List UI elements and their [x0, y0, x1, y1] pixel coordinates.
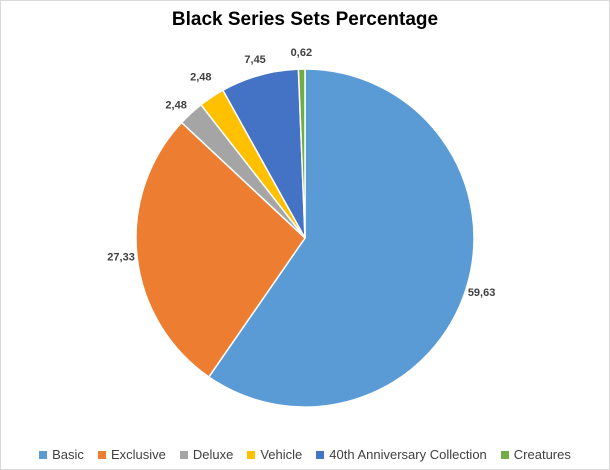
legend-label: Basic	[52, 447, 84, 462]
data-label-bg	[242, 52, 268, 67]
data-label-text-40th-anniversary-collection: 7,45	[244, 54, 265, 66]
data-label-exclusive: 27,33	[105, 250, 137, 265]
data-label-text-creatures: 0,62	[291, 47, 312, 59]
legend-label: Vehicle	[260, 447, 303, 462]
legend-item-exclusive: Exclusive	[97, 447, 166, 462]
data-label-40th-anniversary-collection: 7,45	[242, 52, 268, 67]
legend-label: Creatures	[513, 447, 571, 462]
legend-label: 40th Anniversary Collection	[329, 447, 487, 462]
data-label-text-exclusive: 27,33	[107, 252, 135, 264]
legend-swatch	[316, 450, 325, 459]
legend-item-vehicle: Vehicle	[247, 447, 302, 462]
legend-swatch	[39, 450, 48, 459]
legend-item-40th-anniversary-collection: 40th Anniversary Collection	[316, 447, 487, 462]
data-label-creatures: 0,62	[288, 45, 315, 60]
pie-chart: 59,63 27,33 2,48 2,48 7,45 0,62	[105, 45, 498, 408]
data-label-bg	[188, 70, 214, 85]
data-label-bg	[163, 98, 189, 113]
legend-item-basic: Basic	[39, 447, 84, 462]
data-label-basic: 59,63	[465, 286, 498, 301]
legend-item-creatures: Creatures	[500, 447, 571, 462]
data-label-bg	[105, 250, 137, 265]
legend-label: Exclusive	[110, 447, 166, 462]
legend-swatch	[179, 450, 188, 459]
pie-slice-exclusive	[135, 121, 306, 379]
data-label-bg	[288, 45, 315, 60]
data-label-text-vehicle: 2,48	[190, 72, 211, 84]
pie-slice-creatures	[297, 68, 306, 239]
data-label-vehicle: 2,48	[188, 70, 214, 85]
chart-title: Black Series Sets Percentage	[171, 9, 439, 30]
data-label-bg	[465, 286, 498, 301]
legend-swatch	[500, 450, 509, 459]
legend-swatch	[97, 450, 106, 459]
data-label-text-deluxe: 2,48	[165, 99, 186, 111]
chart-legend: Basic Exclusive Deluxe Vehicle 40th Annivers…	[1, 447, 609, 462]
legend-item-deluxe: Deluxe	[179, 447, 234, 462]
data-label-text-basic: 59,63	[468, 287, 496, 299]
data-label-deluxe: 2,48	[163, 98, 189, 113]
legend-swatch	[247, 450, 256, 459]
legend-label: Deluxe	[192, 447, 234, 462]
